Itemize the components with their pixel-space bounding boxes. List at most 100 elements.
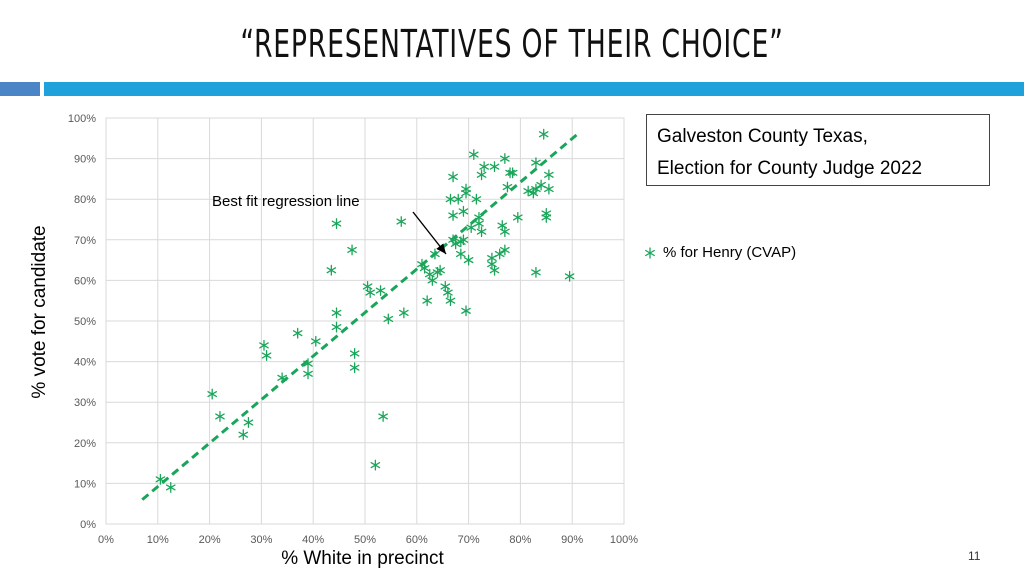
data-point-stroke xyxy=(489,267,500,274)
data-point-stroke xyxy=(165,484,176,491)
data-point xyxy=(365,287,376,299)
data-point xyxy=(303,358,313,370)
x-tick-label: 0% xyxy=(98,534,114,546)
data-point xyxy=(445,193,456,205)
regression-annotation: Best fit regression line xyxy=(212,193,360,210)
data-point-stroke xyxy=(489,163,500,170)
data-point xyxy=(261,350,272,361)
data-point-stroke xyxy=(349,350,360,357)
data-point-stroke xyxy=(207,391,218,398)
data-point xyxy=(523,185,533,197)
data-point-stroke xyxy=(448,173,458,180)
data-point xyxy=(461,305,471,317)
y-tick-label: 20% xyxy=(74,438,96,450)
data-point-stroke xyxy=(507,169,518,176)
data-point xyxy=(331,307,342,319)
data-point-stroke xyxy=(378,413,388,420)
data-point xyxy=(448,171,458,183)
data-point xyxy=(531,266,541,278)
data-point-stroke xyxy=(349,364,360,371)
data-point-stroke xyxy=(494,250,505,258)
data-point-stroke xyxy=(531,185,541,193)
data-point xyxy=(531,157,541,169)
info-box-line-1: Galveston County Texas, xyxy=(657,126,868,147)
data-point-stroke xyxy=(362,283,373,290)
data-point xyxy=(435,264,445,276)
data-point xyxy=(215,410,225,422)
data-point-stroke xyxy=(215,413,225,420)
data-point-stroke xyxy=(448,212,458,219)
data-point xyxy=(303,368,313,380)
data-point xyxy=(466,222,477,234)
data-point-stroke xyxy=(440,283,451,290)
data-point-stroke xyxy=(435,267,445,274)
data-point xyxy=(349,348,360,359)
data-point xyxy=(538,128,549,140)
data-point-stroke xyxy=(479,163,489,170)
data-point-stroke xyxy=(303,360,313,367)
data-point xyxy=(458,205,469,217)
data-point-stroke xyxy=(417,261,427,268)
data-point xyxy=(375,285,386,297)
data-point-stroke xyxy=(487,261,497,268)
data-point-stroke xyxy=(531,269,541,276)
data-point-stroke xyxy=(370,462,381,469)
data-point-stroke xyxy=(541,214,552,221)
data-point-stroke xyxy=(497,222,508,229)
y-tick-label: 90% xyxy=(74,154,96,166)
data-point-stroke xyxy=(463,257,474,264)
data-point-stroke xyxy=(365,289,376,296)
data-point xyxy=(468,149,479,160)
data-point xyxy=(277,372,287,384)
data-point xyxy=(207,388,218,400)
data-point xyxy=(448,209,458,221)
data-point-stroke xyxy=(259,342,269,349)
chart-legend: % for Henry (CVAP) xyxy=(643,244,796,261)
x-axis-label: % White in precinct xyxy=(281,548,444,569)
data-point-stroke xyxy=(500,155,510,162)
data-point-stroke xyxy=(466,224,477,231)
y-tick-label: 0% xyxy=(80,519,96,531)
y-tick-label: 40% xyxy=(74,357,96,369)
data-point xyxy=(500,244,510,256)
x-tick-label: 40% xyxy=(302,534,324,546)
data-point-stroke xyxy=(544,171,554,178)
data-point xyxy=(326,264,337,276)
title-underline-accent xyxy=(0,82,40,96)
regression-line xyxy=(141,133,579,501)
data-point-stroke xyxy=(331,324,342,331)
data-point xyxy=(453,193,464,205)
data-point-stroke xyxy=(502,183,513,191)
data-point-stroke xyxy=(375,287,386,294)
data-point xyxy=(456,248,466,260)
data-point-stroke xyxy=(427,277,438,284)
data-point-stroke xyxy=(461,190,471,197)
data-point-stroke xyxy=(277,374,287,381)
data-point xyxy=(238,429,249,441)
data-point-stroke xyxy=(512,214,523,221)
data-point xyxy=(471,193,482,205)
data-point xyxy=(494,248,505,260)
data-point xyxy=(430,248,440,260)
data-point xyxy=(370,459,381,471)
y-axis-label: % vote for candidate xyxy=(29,225,50,399)
data-point-stroke xyxy=(347,246,357,254)
data-point-stroke xyxy=(155,476,166,483)
data-point-stroke xyxy=(456,250,466,258)
x-tick-label: 50% xyxy=(354,534,376,546)
y-tick-label: 10% xyxy=(74,478,96,490)
data-point-stroke xyxy=(310,338,321,345)
data-point xyxy=(476,226,487,238)
data-point-stroke xyxy=(424,271,435,278)
data-point-stroke xyxy=(500,246,510,254)
data-point xyxy=(463,254,474,266)
x-tick-label: 60% xyxy=(406,534,428,546)
data-point xyxy=(512,212,523,223)
y-tick-label: 70% xyxy=(74,235,96,247)
data-point-stroke xyxy=(474,220,484,227)
data-point xyxy=(259,339,269,351)
data-point xyxy=(489,161,500,173)
data-point-stroke xyxy=(458,208,469,215)
data-point-stroke xyxy=(261,352,272,359)
data-point xyxy=(544,183,554,195)
